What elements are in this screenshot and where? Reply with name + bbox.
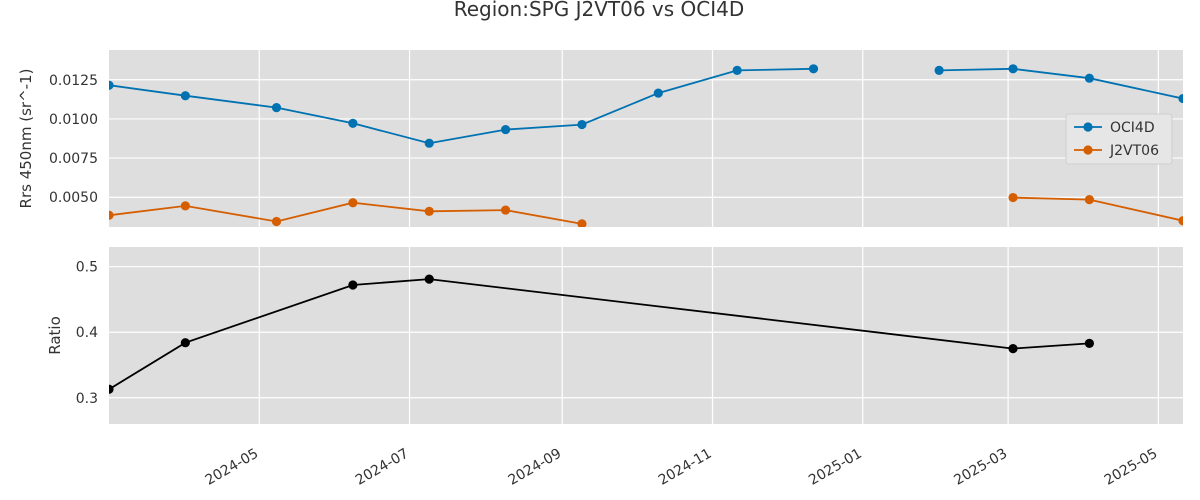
legend: OCI4D J2VT06 — [1065, 113, 1173, 165]
ratio-panel-series-group — [109, 274, 1094, 394]
x-tick-label: 2025-03 — [951, 446, 1010, 489]
oci4d-series-line — [939, 67, 1183, 100]
ratio-series-point — [424, 274, 434, 284]
x-tick-label: 2024-11 — [656, 446, 715, 489]
j2vt06-series-point — [577, 219, 587, 227]
x-tick-label: 2025-01 — [806, 446, 865, 489]
ratio-panel-y-tick-label: 0.4 — [76, 325, 98, 341]
oci4d-series-point — [1008, 64, 1018, 74]
rrs-panel-y-tick-label: 0.0125 — [49, 73, 98, 89]
chart-title: Region:SPG J2VT06 vs OCI4D — [454, 0, 745, 21]
x-tick-label: 2024-09 — [506, 446, 565, 489]
ratio-series-point — [348, 280, 358, 290]
j2vt06-series-point — [109, 210, 114, 220]
legend-label: J2VT06 — [1109, 143, 1159, 159]
legend-swatch-marker — [1083, 145, 1093, 155]
j2vt06-series-point — [424, 206, 434, 216]
rrs-panel-y-axis-label: Rrs 450nm (sr^-1) — [17, 69, 35, 209]
oci4d-series-point — [1178, 93, 1183, 104]
oci4d-series-point — [934, 65, 944, 75]
oci4d-series-point — [1084, 73, 1094, 83]
j2vt06-series-point — [1178, 216, 1183, 226]
legend-swatch-marker — [1083, 122, 1093, 132]
x-tick-label: 2024-05 — [203, 446, 262, 489]
ratio-panel-y-tick-label: 0.5 — [76, 260, 98, 276]
ratio-panel-y-axis-label: Ratio — [46, 316, 64, 355]
ratio-panel-y-tick-label: 0.3 — [76, 391, 98, 407]
oci4d-series-point — [271, 103, 282, 113]
j2vt06-series-point — [180, 201, 190, 211]
rrs-panel-y-tick-label: 0.0075 — [49, 151, 98, 167]
j2vt06-series-point — [1084, 194, 1094, 205]
j2vt06-series-point — [500, 205, 511, 215]
ratio-series-point — [1084, 338, 1094, 348]
oci4d-series-point — [808, 64, 819, 74]
oci4d-series-point — [424, 138, 434, 148]
ratio-series-point — [1008, 344, 1018, 354]
oci4d-series-point — [500, 124, 511, 135]
oci4d-series-point — [577, 119, 587, 130]
legend-label: OCI4D — [1110, 120, 1155, 136]
rrs-panel-y-tick-label: 0.0100 — [49, 112, 98, 128]
ratio-panel-background — [109, 247, 1183, 424]
x-tick-label: 2024-07 — [353, 446, 412, 489]
j2vt06-series-point — [1008, 192, 1018, 203]
rrs-panel-y-tick-label: 0.0050 — [49, 190, 98, 206]
rrs-panel-series-group — [109, 64, 1183, 227]
oci4d-series-line — [109, 67, 814, 145]
rrs-panel-background — [109, 50, 1183, 227]
oci4d-series-point — [180, 91, 190, 101]
j2vt06-series-point — [348, 198, 358, 208]
ratio-series-point — [109, 384, 114, 394]
ratio-series-line — [109, 278, 1090, 391]
oci4d-series-point — [109, 80, 114, 90]
x-tick-label: 2025-05 — [1102, 446, 1161, 489]
oci4d-series-point — [653, 88, 663, 98]
oci4d-series-point — [348, 118, 358, 128]
j2vt06-series-point — [271, 216, 282, 227]
ratio-series-point — [180, 338, 190, 348]
oci4d-series-point — [732, 65, 742, 75]
